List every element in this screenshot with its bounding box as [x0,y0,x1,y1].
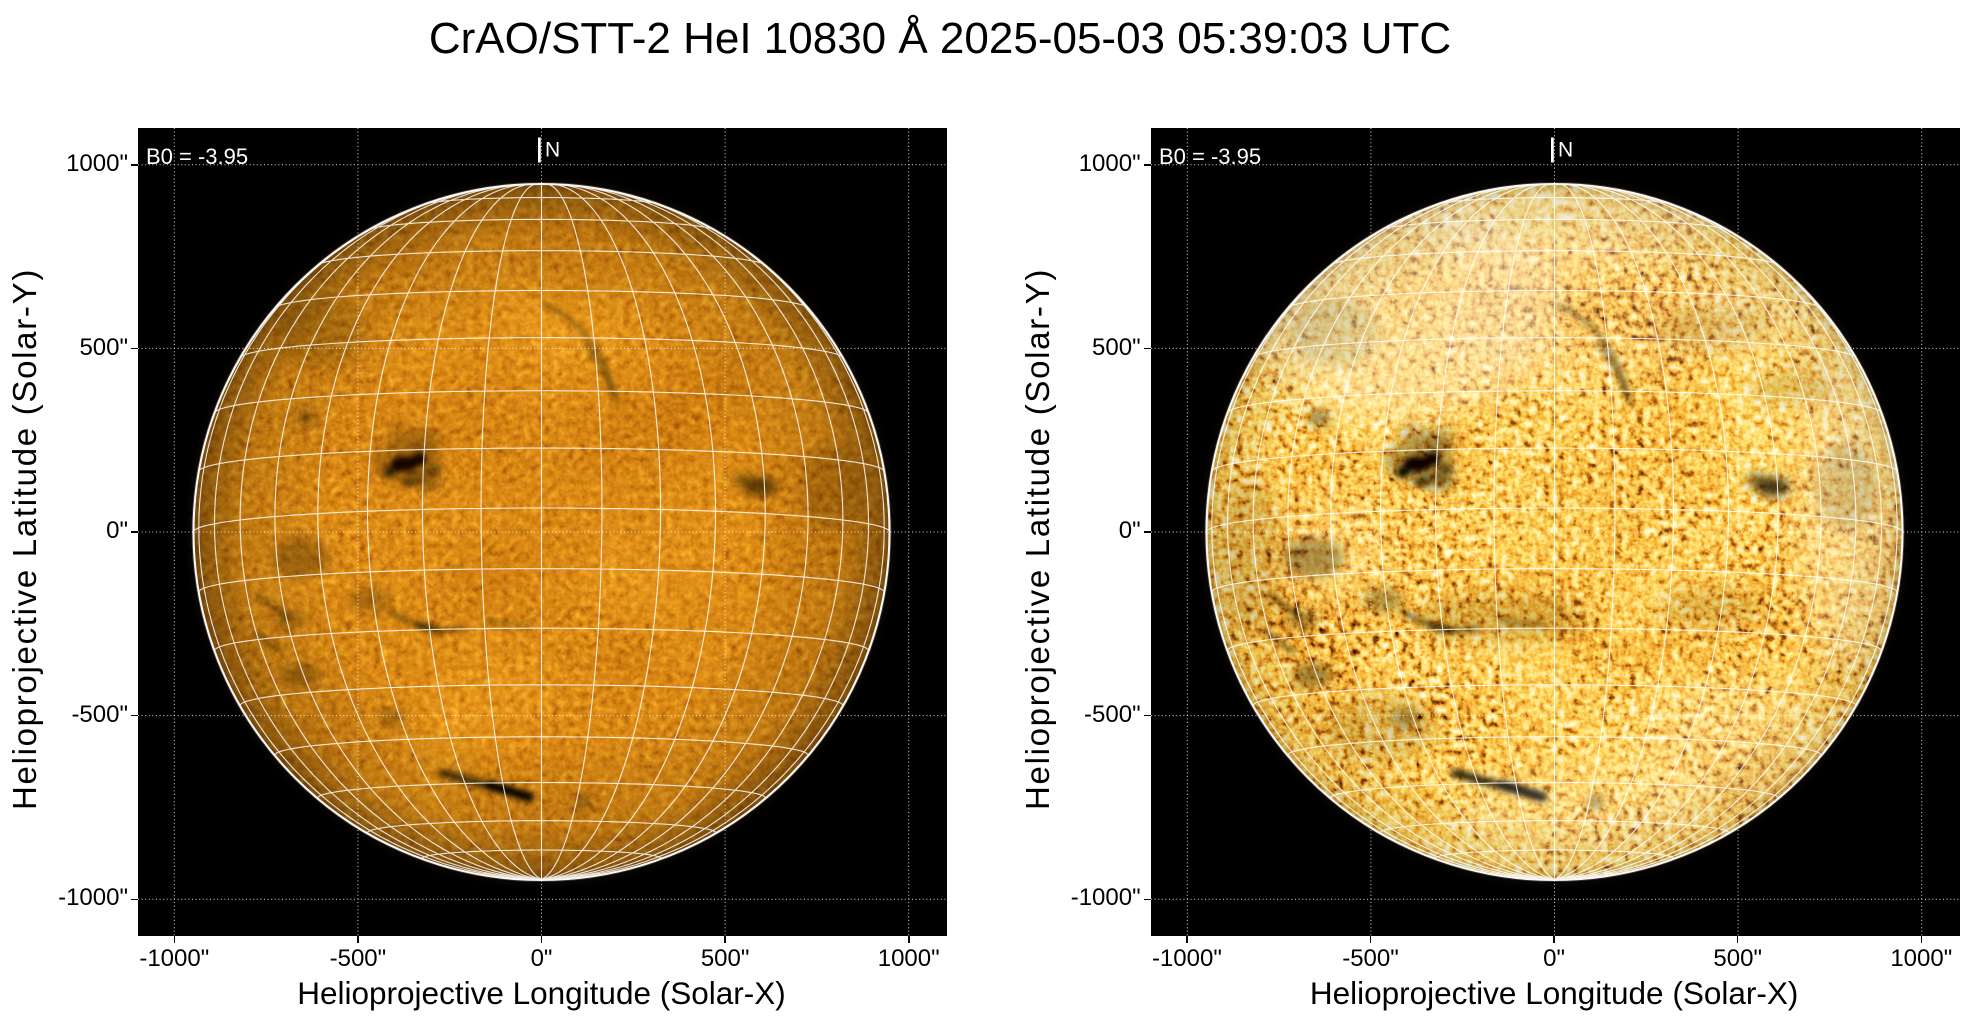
svg-text:B0 = -3.95: B0 = -3.95 [146,144,248,169]
svg-text:N: N [1558,139,1573,162]
svg-text:B0 = -3.95: B0 = -3.95 [1159,144,1261,169]
svg-text:N: N [545,139,560,162]
